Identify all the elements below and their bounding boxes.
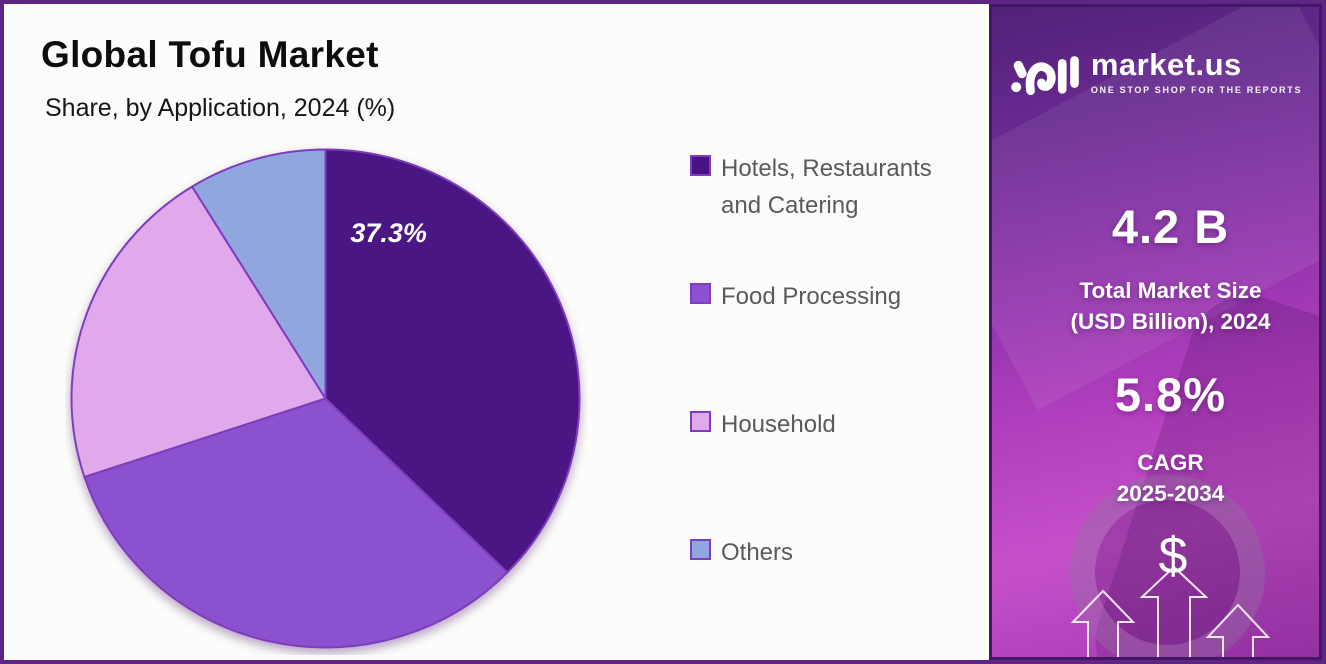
pie-slice-3: [190, 148, 327, 402]
chart-legend: Hotels, Restaurants and Catering Food Pro…: [690, 150, 990, 590]
brand-panel: market.us ONE STOP SHOP FOR THE REPORTS …: [989, 4, 1322, 660]
legend-swatch: [690, 411, 711, 432]
total-market-size-label-line1: Total Market Size: [1079, 278, 1262, 303]
legend-item-3: Others: [690, 534, 971, 571]
legend-label: Others: [721, 539, 794, 566]
total-market-size-value: 4.2 B: [1111, 200, 1230, 253]
cagr-label-line1: CAGR: [1137, 450, 1204, 475]
cagr-label: CAGR 2025-2034: [1026, 447, 1315, 509]
brand-tagline: ONE STOP SHOP FOR THE REPORTS: [1090, 85, 1303, 95]
pie-slice-value-label: 37.3%: [350, 218, 427, 248]
page-title: Global Tofu Market: [41, 34, 379, 75]
legend-item-2: Household: [690, 406, 971, 443]
page-subtitle: Share, by Application, 2024 (%): [45, 94, 396, 122]
pie-slice-1: [83, 397, 509, 649]
legend-label: Food Processing: [721, 283, 902, 310]
legend-swatch: [690, 283, 711, 304]
legend-label: Household: [721, 411, 836, 438]
brand-name: market.us: [1090, 47, 1242, 82]
brand-logo-text: market.us ONE STOP SHOP FOR THE REPORTS: [1091, 49, 1302, 95]
cagr-value: 5.8%: [1114, 368, 1227, 421]
pie-chart-svg: 37.3%: [70, 148, 581, 649]
legend-swatch: [690, 155, 711, 176]
pie-slice-2: [70, 185, 328, 479]
pie-slice-0: [324, 148, 581, 574]
legend-label: Hotels, Restaurants and Catering: [721, 155, 932, 220]
cagr-label-line2: 2025-2034: [1116, 481, 1225, 507]
marketus-logo-icon: [1010, 56, 1079, 96]
pie-chart: 37.3%: [65, 143, 587, 655]
total-market-size-label: Total Market Size (USD Billion), 2024: [1026, 275, 1315, 337]
legend-swatch: [690, 539, 711, 560]
legend-item-0: Hotels, Restaurants and Catering: [690, 150, 971, 224]
total-market-size-label-line2: (USD Billion), 2024: [1070, 309, 1271, 335]
legend-item-1: Food Processing: [690, 278, 971, 315]
brand-logo: market.us ONE STOP SHOP FOR THE REPORTS: [992, 43, 1319, 101]
